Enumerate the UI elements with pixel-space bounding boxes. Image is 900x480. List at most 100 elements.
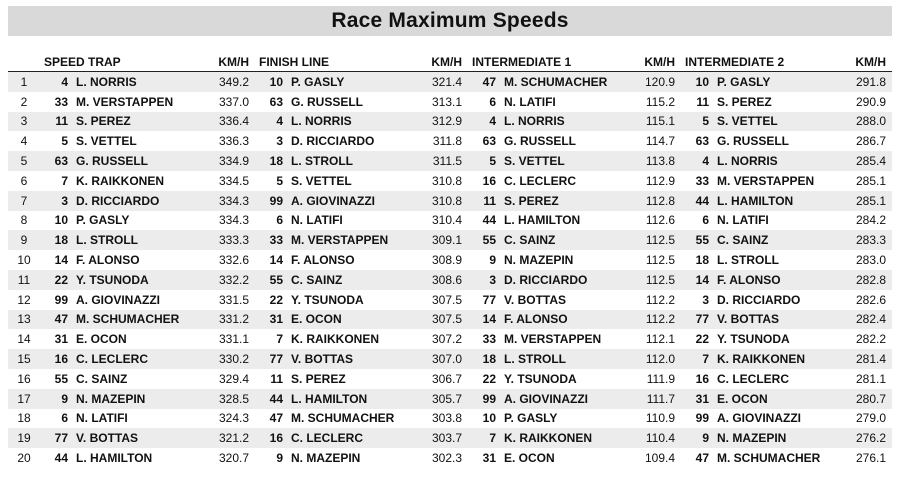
speed-value: 112.8 [645, 193, 675, 208]
car-number: 22 [54, 272, 68, 287]
car-number: 33 [695, 173, 709, 188]
driver-name: D. RICCIARDO [76, 193, 160, 208]
table-row: 22 Y. TSUNODA 332.2 [40, 269, 255, 290]
table-row: 77 V. BOTTAS 307.0 [255, 349, 468, 369]
driver-name: F. ALONSO [291, 253, 355, 268]
table-row: 18 L. STROLL 283.0 [681, 250, 892, 270]
car-number: 11 [483, 193, 496, 208]
car-number: 99 [269, 193, 283, 208]
rank-cell: 17 [17, 391, 31, 406]
car-number: 6 [276, 213, 283, 228]
speed-value: 308.9 [431, 253, 462, 268]
table-row: 31 E. OCON 307.5 [255, 309, 468, 330]
table-row: 16 C. LECLERC 281.1 [681, 369, 892, 389]
driver-name: F. ALONSO [717, 272, 781, 287]
driver-name: L. STROLL [717, 253, 779, 268]
rank-cell: 8 [20, 213, 28, 228]
car-number: 7 [489, 431, 496, 446]
table-row: 47 M. SCHUMACHER 303.8 [255, 409, 468, 429]
speed-value: 324.3 [218, 411, 249, 426]
table-row: 3 D. RICCIARDO 282.6 [681, 290, 892, 310]
speed-value: 112.1 [645, 332, 675, 347]
driver-name: G. RUSSELL [76, 154, 149, 169]
car-number: 5 [489, 154, 496, 169]
speed-value: 111.7 [646, 391, 675, 406]
table-row: 33 M. VERSTAPPEN 309.1 [255, 230, 468, 251]
car-number: 4 [61, 74, 68, 89]
driver-name: E. OCON [504, 451, 555, 466]
rank-cell: 4 [20, 134, 28, 149]
driver-name: N. MAZEPIN [291, 451, 361, 466]
rank-cell: 11 [17, 272, 31, 287]
car-number: 10 [54, 213, 68, 228]
driver-name: P. GASLY [291, 74, 345, 89]
driver-name: S. VETTEL [717, 114, 778, 129]
driver-name: S. PEREZ [717, 94, 772, 109]
car-number: 22 [695, 332, 709, 347]
driver-name: A. GIOVINAZZI [717, 411, 801, 426]
speed-value: 276.1 [855, 451, 886, 466]
car-number: 44 [482, 213, 496, 228]
intermediate-2-section: INTERMEDIATE 2 KM/H 10 P. GASLY 291.8 11 S. PE… [681, 52, 892, 468]
speed-value: 336.3 [218, 134, 249, 149]
rank-row: 18 [8, 409, 40, 429]
rank-cell: 9 [20, 233, 28, 248]
car-number: 99 [54, 292, 68, 307]
table-row: 99 A. GIOVINAZZI 111.7 [468, 388, 681, 409]
speed-value: 112.6 [645, 213, 675, 228]
speed-value: 321.2 [218, 431, 249, 446]
table-row: 9 N. MAZEPIN 276.2 [681, 428, 892, 449]
rank-row: 3 [8, 111, 40, 132]
driver-name: D. RICCIARDO [504, 272, 588, 287]
speed-value: 290.9 [855, 94, 886, 109]
car-number: 31 [695, 391, 709, 406]
driver-name: K. RAIKKONEN [717, 352, 806, 367]
table-row: 9 N. MAZEPIN 112.5 [468, 250, 681, 270]
speed-value: 283.3 [855, 233, 886, 248]
speed-value: 112.5 [645, 253, 675, 268]
speed-value: 112.0 [645, 352, 675, 367]
finish-line-header: FINISH LINE KM/H [255, 52, 468, 72]
rank-cell: 19 [17, 431, 31, 446]
table-row: 33 M. VERSTAPPEN 337.0 [40, 92, 255, 112]
table-row: 44 L. HAMILTON 112.6 [468, 211, 681, 231]
table-row: 99 A. GIOVINAZZI 279.0 [681, 409, 892, 429]
car-number: 10 [695, 74, 709, 89]
table-row: 4 L. NORRIS 115.1 [468, 111, 681, 132]
speed-value: 112.5 [645, 272, 675, 287]
car-number: 4 [702, 154, 709, 169]
table-row: 5 S. VETTEL 336.3 [40, 131, 255, 151]
driver-name: S. PEREZ [76, 114, 131, 129]
table-row: 33 M. VERSTAPPEN 112.1 [468, 329, 681, 349]
rank-header [8, 52, 40, 72]
table-row: 5 S. VETTEL 310.8 [255, 171, 468, 191]
car-number: 18 [54, 233, 68, 248]
car-number: 11 [55, 114, 68, 129]
car-number: 47 [695, 451, 709, 466]
speed-value: 320.7 [218, 451, 249, 466]
car-number: 31 [269, 312, 283, 327]
driver-name: M. VERSTAPPEN [76, 94, 174, 109]
car-number: 16 [269, 431, 283, 446]
table-row: 7 K. RAIKKONEN 281.4 [681, 349, 892, 369]
driver-name: M. SCHUMACHER [504, 74, 608, 89]
rank-cell: 14 [17, 332, 31, 347]
speed-value: 291.8 [855, 74, 886, 89]
table-row: 63 G. RUSSELL 334.9 [40, 151, 255, 171]
speed-value: 110.4 [645, 431, 675, 446]
rank-cell: 7 [20, 193, 28, 208]
driver-name: L. STROLL [291, 154, 353, 169]
car-number: 47 [482, 74, 496, 89]
driver-name: K. RAIKKONEN [504, 431, 593, 446]
speed-value: 337.0 [218, 94, 249, 109]
table-row: 47 M. SCHUMACHER 331.2 [40, 309, 255, 330]
speed-value: 328.5 [218, 391, 249, 406]
rank-cell: 18 [17, 411, 31, 426]
car-number: 22 [269, 292, 283, 307]
driver-name: Y. TSUNODA [291, 292, 364, 307]
driver-name: L. NORRIS [717, 154, 778, 169]
table-row: 31 E. OCON 109.4 [468, 448, 681, 468]
table-row: 10 P. GASLY 334.3 [40, 211, 255, 231]
car-number: 55 [269, 272, 283, 287]
driver-name: P. GASLY [504, 411, 558, 426]
